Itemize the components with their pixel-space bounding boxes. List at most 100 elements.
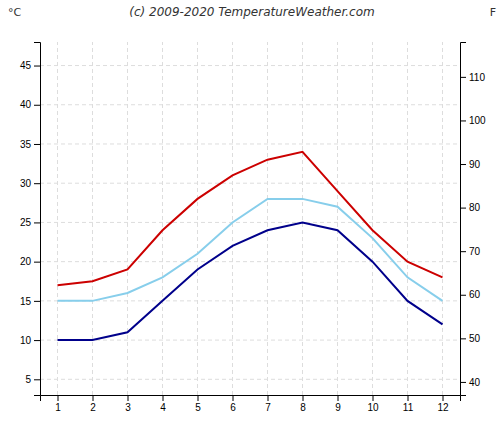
tick-mark: [408, 395, 409, 401]
y-axis: 5 10 15 20 25 30 35 40 45: [20, 43, 41, 396]
tick-label: 70: [469, 246, 481, 257]
grid-line: [40, 222, 460, 223]
grid-line: [40, 104, 460, 105]
tick-label: 5: [195, 402, 201, 413]
tick-mark: [460, 251, 466, 252]
tick: 40: [460, 377, 481, 388]
grid-line: [40, 183, 460, 184]
tick: 15: [20, 296, 40, 307]
grid-line: [40, 300, 460, 301]
tick-label: 80: [469, 202, 481, 213]
tick-label: 8: [300, 402, 306, 413]
tick-mark: [303, 395, 304, 401]
grid-line: [232, 42, 233, 395]
tick-mark: [34, 222, 40, 223]
axis-line: [461, 43, 467, 396]
grid-line: [57, 42, 58, 395]
grid: [40, 42, 460, 395]
tick-label: 4: [160, 402, 166, 413]
tick-label: 12: [437, 402, 449, 413]
tick: 40: [20, 99, 40, 110]
tick-label: 20: [20, 256, 32, 267]
tick-mark: [460, 120, 466, 121]
tick-label: 5: [25, 374, 31, 385]
tick-mark: [233, 395, 234, 401]
grid-line: [337, 42, 338, 395]
grid-line: [442, 42, 443, 395]
tick: 11: [403, 395, 414, 413]
axis-line: [34, 43, 41, 396]
tick: 20: [20, 256, 40, 267]
tick: 100: [460, 115, 486, 126]
tick-mark: [34, 262, 40, 263]
tick-label: 7: [265, 402, 271, 413]
grid-line: [407, 42, 408, 395]
grid-line: [267, 42, 268, 395]
tick: 5: [195, 395, 201, 413]
grid-line: [92, 42, 93, 395]
tick-mark: [34, 105, 40, 106]
tick-mark: [128, 395, 129, 401]
tick-mark: [460, 295, 466, 296]
title: (c) 2009-2020 TemperatureWeather.com: [129, 5, 374, 19]
tick-label: 6: [230, 402, 236, 413]
tick-mark: [34, 144, 40, 145]
tick-label: 25: [20, 217, 32, 228]
grid-line: [197, 42, 198, 395]
tick: 25: [20, 217, 40, 228]
tick: 110: [460, 72, 485, 83]
tick-label: 30: [20, 178, 32, 189]
tick: 2: [90, 395, 96, 413]
tick-label: 10: [367, 402, 379, 413]
tick: 70: [460, 246, 481, 257]
tick-label: 2: [90, 402, 96, 413]
tick-mark: [34, 183, 40, 184]
tick: 10: [20, 335, 40, 346]
tick: 8: [300, 395, 306, 413]
line: [58, 199, 443, 301]
tick-label: 40: [20, 99, 32, 110]
axis-line: [41, 396, 461, 402]
tick: 5: [25, 374, 40, 385]
tick: 90: [460, 159, 481, 170]
grid-line: [40, 340, 460, 341]
grid-line: [40, 65, 460, 66]
tick: 7: [265, 395, 271, 413]
tick-mark: [163, 395, 164, 401]
y2-axis: 405060708090100110: [460, 43, 486, 396]
tick-mark: [34, 340, 40, 341]
tick-mark: [460, 164, 466, 165]
tick-label: 45: [20, 60, 32, 71]
tick-mark: [460, 382, 466, 383]
tick-mark: [338, 395, 339, 401]
tick: 30: [20, 178, 40, 189]
grid-line: [302, 42, 303, 395]
y-axis-label: °C: [8, 6, 22, 19]
tick: 45: [20, 60, 40, 71]
tick-label: 110: [469, 72, 485, 83]
y2-axis-label: F: [490, 6, 496, 19]
tick-label: 11: [403, 402, 414, 413]
tick-mark: [93, 395, 94, 401]
grid-line: [162, 42, 163, 395]
tick-mark: [34, 301, 40, 302]
tick-label: 100: [469, 115, 486, 126]
plot-area: [58, 152, 443, 340]
tick-label: 50: [469, 333, 481, 344]
grid-line: [127, 42, 128, 395]
tick-label: 35: [20, 139, 32, 150]
tick-label: 90: [469, 159, 481, 170]
tick-label: 1: [55, 402, 61, 413]
grid-line: [40, 143, 460, 144]
tick-label: 15: [20, 296, 32, 307]
tick-label: 3: [125, 402, 131, 413]
tick: 80: [460, 202, 481, 213]
tick-label: 10: [20, 335, 32, 346]
tick-label: 9: [335, 402, 341, 413]
tick-mark: [268, 395, 269, 401]
tick: 1: [55, 395, 61, 413]
grid-line: [40, 379, 460, 380]
tick: 35: [20, 139, 40, 150]
tick-mark: [34, 66, 40, 67]
line: [58, 152, 443, 285]
